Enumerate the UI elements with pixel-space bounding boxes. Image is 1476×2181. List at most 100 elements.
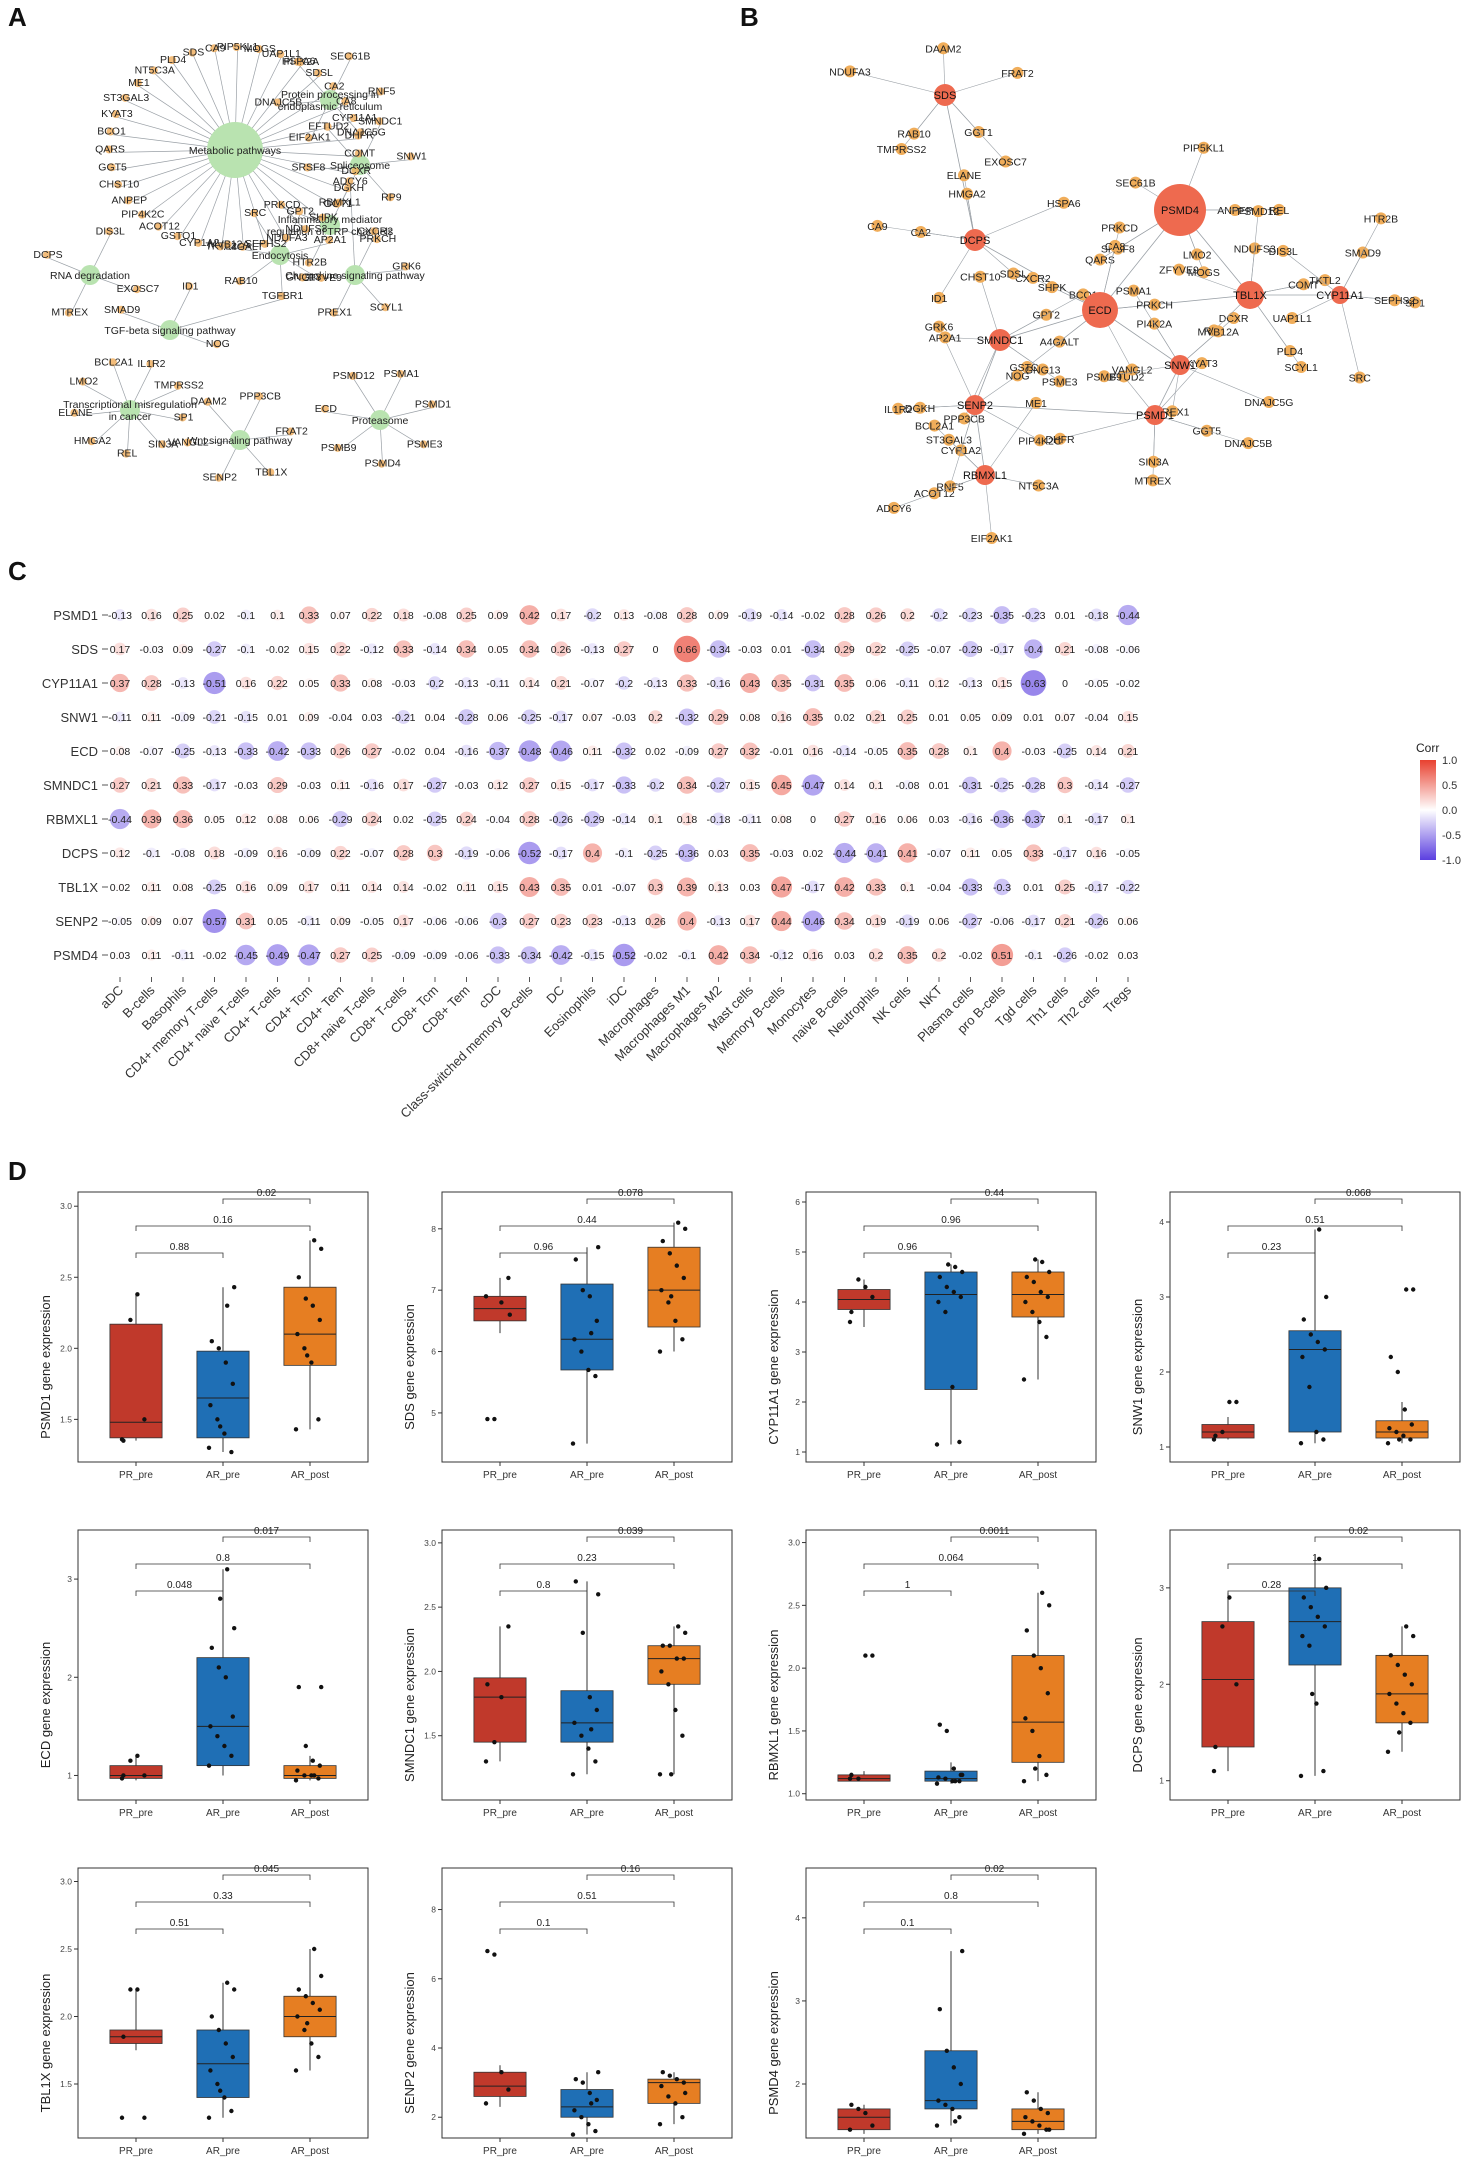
hub-label: TBL1X — [1233, 290, 1267, 302]
heatmap-cell — [459, 846, 474, 860]
heatmap-cell — [1121, 744, 1135, 758]
heatmap-cell — [235, 944, 257, 966]
heatmap-cell — [237, 742, 255, 760]
y-axis-label: SNW1 gene expression — [1130, 1299, 1145, 1436]
gene-node — [1109, 239, 1122, 252]
data-point — [1213, 1433, 1218, 1438]
p-value: 0.039 — [618, 1526, 643, 1537]
y-tick-label: 3.0 — [60, 1201, 72, 1211]
heatmap-value: 0.2 — [932, 950, 947, 962]
heatmap-value: 0.33 — [173, 780, 194, 792]
heatmap-cell — [239, 676, 253, 690]
heatmap-cell — [934, 916, 944, 926]
gene-label: A4GALT — [224, 241, 264, 253]
data-point — [1409, 1682, 1414, 1687]
heatmap-value: 0.07 — [1055, 712, 1076, 724]
heatmap-cell — [240, 609, 252, 621]
data-point — [849, 2102, 854, 2107]
pathway-label: TGF-beta signaling pathway — [104, 325, 236, 337]
p-value: 0.88 — [170, 1242, 190, 1253]
heatmap-cell — [898, 742, 917, 760]
panel-label-b: B — [740, 2, 759, 32]
y-tick-label: 2 — [795, 1397, 800, 1407]
gene-label: CA8 — [1105, 241, 1126, 253]
heatmap-cell — [396, 710, 411, 724]
heatmap-value: 0.06 — [299, 814, 320, 826]
y-tick-label: 2 — [1159, 1367, 1164, 1377]
heatmap-value: -0.09 — [171, 712, 195, 724]
heatmap-cell — [961, 878, 980, 896]
heatmap-value: 0.31 — [236, 916, 257, 928]
gene-edge — [1249, 211, 1259, 296]
gene-node — [939, 331, 952, 344]
x-tick-label: AR_pre — [206, 2146, 240, 2157]
heatmap-value: -0.1 — [237, 610, 255, 622]
heatmap-cell — [934, 814, 944, 824]
gene-node — [194, 238, 203, 247]
heatmap-cell — [550, 740, 572, 762]
heatmap-cell — [997, 916, 1007, 926]
gene-node — [214, 473, 223, 482]
hub-label: SMNDC1 — [977, 335, 1023, 347]
gene-node — [351, 167, 360, 176]
gene-node — [372, 235, 381, 244]
heatmap-cell — [1029, 712, 1038, 722]
heatmap-value: 0.4 — [585, 848, 600, 860]
heatmap-value: -0.25 — [644, 848, 668, 860]
p-value: 0.017 — [254, 1526, 279, 1537]
heatmap-value: 0.15 — [551, 780, 572, 792]
gene-node — [370, 227, 379, 236]
data-point — [293, 1427, 299, 1432]
heatmap-cell — [459, 811, 474, 827]
gene-node — [121, 93, 130, 102]
heatmap-cell — [900, 709, 915, 725]
data-point — [302, 1346, 307, 1351]
x-tick-label: AR_post — [1019, 2146, 1058, 2157]
data-point — [135, 1753, 140, 1759]
data-point — [944, 1728, 949, 1734]
p-value: 0.33 — [213, 1891, 233, 1902]
gene-label: SRC — [1349, 372, 1372, 384]
data-point — [305, 2021, 310, 2026]
gene-node — [122, 449, 131, 458]
boxplot-smndc1: SMNDC1 gene expression 1.52.02.53.0PR_pre… — [402, 1526, 733, 1819]
heatmap-cell — [651, 746, 660, 756]
x-tick-label: AR_post — [655, 2146, 694, 2157]
heatmap-value: -0.04 — [927, 882, 951, 894]
significance-bracket — [499, 1590, 588, 1596]
data-point — [572, 2108, 577, 2113]
heatmap-cell — [838, 745, 851, 757]
gene-node — [961, 187, 974, 200]
heatmap-value: 0.17 — [110, 644, 131, 656]
gene-node — [1021, 361, 1034, 374]
x-tick-label: AR_pre — [206, 1470, 240, 1481]
heatmap-value: -0.36 — [675, 848, 699, 860]
heatmap-cell — [366, 881, 378, 893]
heatmap-value: 0.05 — [488, 644, 509, 656]
hub-label: PSMD4 — [1161, 205, 1199, 217]
x-tick-label: AR_pre — [206, 1808, 240, 1819]
heatmap-value: -0.16 — [455, 746, 479, 758]
data-point — [1308, 1604, 1313, 1610]
gene-node — [1030, 396, 1043, 409]
heatmap-value: -0.14 — [423, 644, 447, 656]
data-point — [849, 1772, 854, 1778]
gene-label: REL — [1269, 205, 1290, 217]
heatmap-value: 0.16 — [803, 746, 824, 758]
y-tick-label: 4 — [795, 1297, 800, 1307]
heatmap-value: 0.06 — [1118, 916, 1139, 928]
gene-label: ID1 — [182, 280, 199, 292]
gene-label: ACOT12 — [139, 221, 180, 233]
data-point — [951, 1766, 956, 1771]
heatmap-value: -0.02 — [959, 950, 983, 962]
heatmap-value: 0.06 — [929, 916, 950, 928]
heatmap-value: 0.28 — [677, 610, 698, 622]
heatmap-value: -0.31 — [959, 780, 983, 792]
heatmap-value: 0.24 — [362, 814, 383, 826]
data-point — [1314, 1701, 1319, 1706]
gene-node — [260, 239, 269, 248]
heatmap-cell — [175, 743, 191, 759]
heatmap-value: -0.17 — [1022, 916, 1046, 928]
data-point — [586, 2121, 591, 2127]
